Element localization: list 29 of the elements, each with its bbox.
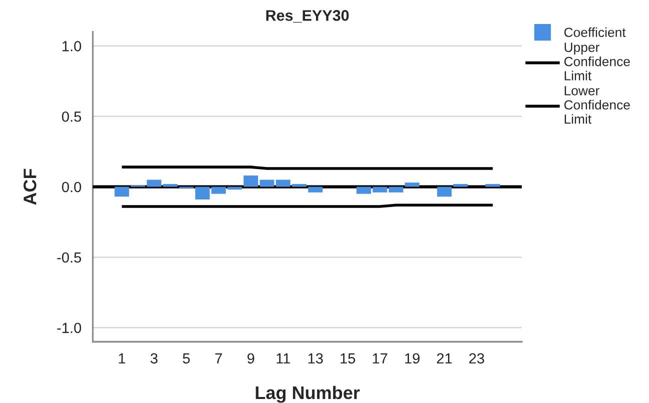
x-tick-label: 9 [247, 353, 254, 364]
bar [453, 184, 468, 187]
bar [404, 182, 420, 187]
x-tick-label: 5 [182, 353, 190, 364]
x-tick-label: 17 [372, 353, 388, 364]
x-tick-label: 21 [437, 353, 452, 364]
x-tick-label: 19 [405, 353, 420, 364]
chart-title: Res_EYY30 [266, 10, 349, 23]
bar [486, 184, 500, 187]
y-tick-label: 1.0 [62, 41, 82, 52]
x-tick-label: 15 [340, 353, 356, 364]
bar [308, 186, 323, 192]
bar [114, 186, 130, 197]
legend-label: Lower Confidence Limit [564, 86, 630, 124]
x-tick-label: 1 [118, 353, 126, 364]
x-tick-label: 11 [276, 353, 290, 364]
bar [437, 186, 452, 197]
y-tick-label: 0.5 [62, 111, 82, 122]
y-axis-title: ACF [24, 168, 36, 205]
x-tick-label: 3 [150, 353, 158, 364]
legend-label: Coefficient [564, 27, 626, 38]
x-tick-label: 23 [469, 353, 484, 364]
x-tick-label: 7 [215, 353, 222, 364]
y-tick-label: -1.0 [57, 322, 82, 334]
legend-label: Upper Confidence Limit [564, 42, 630, 80]
y-tick-label: 0.0 [62, 182, 82, 192]
x-axis-title: Lag Number [256, 386, 360, 403]
x-tick-label: 13 [308, 353, 323, 364]
y-tick-label: -0.5 [57, 252, 82, 263]
